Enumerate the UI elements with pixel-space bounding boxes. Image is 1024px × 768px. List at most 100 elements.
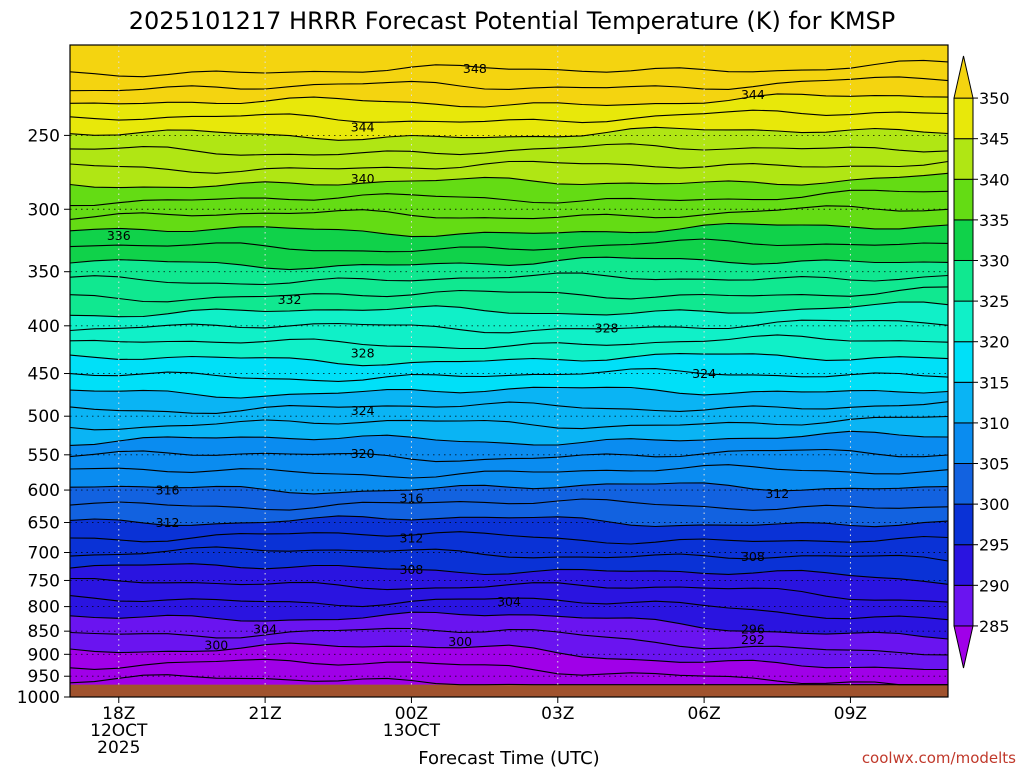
theta-contour xyxy=(69,205,949,220)
plot-frame xyxy=(69,44,949,698)
colorbar-segment xyxy=(953,463,974,505)
contour-label-text: 348 xyxy=(463,61,487,76)
colorbar-tick-label: 300 xyxy=(979,495,1010,514)
contour-label: 308 xyxy=(741,549,765,564)
colorbar-max-arrow xyxy=(953,55,974,99)
theta-contour xyxy=(69,498,949,511)
y-tick-label: 550 xyxy=(28,446,60,466)
contour-label-text: 324 xyxy=(692,366,716,381)
contour-label-text: 300 xyxy=(448,634,472,649)
colorbar-tick-label: 305 xyxy=(979,455,1010,474)
theta-contour xyxy=(69,286,949,303)
ground-fill xyxy=(70,684,948,697)
contour-label-text: 328 xyxy=(351,346,375,361)
contour-label: 324 xyxy=(692,366,716,381)
y-tick-label: 800 xyxy=(28,598,60,618)
x-tick-label: 03Z xyxy=(541,704,574,724)
contour-label-text: 320 xyxy=(351,446,375,461)
contour-label-text: 312 xyxy=(156,515,180,530)
y-tick-label: 500 xyxy=(28,407,60,427)
theta-contours xyxy=(69,59,949,686)
colorbar-tick-label: 325 xyxy=(979,292,1010,311)
theta-contour xyxy=(69,109,949,124)
contour-label-text: 324 xyxy=(351,403,375,418)
contour-label: 304 xyxy=(253,621,277,636)
colorbar-tick-label: 345 xyxy=(979,130,1010,149)
y-axis: 250 300 350 400 450 500 550 600 650 700 750 800 850 9… xyxy=(17,126,70,708)
contour-label: 300 xyxy=(448,634,472,649)
colorbar-segment xyxy=(953,138,974,180)
x-tick-label: 21Z xyxy=(248,704,281,724)
contour-label-text: 300 xyxy=(204,638,228,653)
colorbar-segment xyxy=(953,97,974,140)
theta-contour xyxy=(69,143,949,156)
contour-labels: 348 344 344 340 336 332 328 328 324 324 320 316 316 3… xyxy=(107,61,789,653)
x-tick-label: 00Z xyxy=(395,704,428,724)
grid-lines xyxy=(70,45,948,685)
colorbar-tick-label: 330 xyxy=(979,251,1010,270)
colorbar-tick-label: 320 xyxy=(979,333,1010,352)
theta-contour xyxy=(69,611,949,640)
theta-contour xyxy=(69,172,949,189)
contour-label: 340 xyxy=(351,171,375,186)
colorbar-tick-label: 335 xyxy=(979,211,1010,230)
theta-contour xyxy=(69,76,949,92)
colorbar-tick-label: 315 xyxy=(979,373,1010,392)
y-tick-label: 950 xyxy=(28,667,60,687)
contour-label: 324 xyxy=(351,403,375,418)
contour-label: 312 xyxy=(765,486,789,501)
theta-contour xyxy=(69,272,949,286)
x-tick-date: 13OCT xyxy=(383,721,441,741)
contour-label-text: 332 xyxy=(278,292,302,307)
contour-label: 344 xyxy=(351,120,375,135)
contour-label: 348 xyxy=(463,61,487,76)
contour-label-text: 304 xyxy=(253,621,277,636)
theta-contour xyxy=(69,563,949,585)
contour-label-text: 312 xyxy=(765,486,789,501)
colorbar-segment xyxy=(953,381,974,424)
colorbar-segment xyxy=(953,544,974,586)
contour-label: 336 xyxy=(107,228,131,243)
colorbar: 285 290 295 300 305 310 315 320 325 330 335 340 345 3… xyxy=(953,55,1010,669)
contour-label-text: 308 xyxy=(400,562,424,577)
colorbar-segment xyxy=(953,178,974,221)
contour-label-text: 312 xyxy=(400,530,424,545)
contour-label-text: 304 xyxy=(497,594,521,609)
y-tick-label: 650 xyxy=(28,513,60,533)
contour-label: 332 xyxy=(278,292,302,307)
y-tick-label: 1000 xyxy=(17,688,60,708)
y-tick-label: 850 xyxy=(28,622,60,642)
theta-contour xyxy=(69,448,949,463)
theta-contour xyxy=(69,301,949,318)
y-tick-label: 400 xyxy=(28,317,60,337)
theta-contour xyxy=(69,658,948,686)
theta-contour xyxy=(69,401,949,414)
contour-label-text: 328 xyxy=(595,320,619,335)
x-tick-label: 06Z xyxy=(687,704,720,724)
contour-label: 312 xyxy=(400,530,424,545)
theta-contour xyxy=(69,531,949,545)
colorbar-segment xyxy=(953,503,974,546)
y-tick-label: 600 xyxy=(28,481,60,501)
theta-contour xyxy=(69,256,949,271)
contour-label-text: 344 xyxy=(741,87,765,102)
contour-label: 304 xyxy=(497,594,521,609)
colorbar-min-arrow xyxy=(953,625,974,669)
colorbar-segment xyxy=(953,584,974,627)
contour-label-text: 344 xyxy=(351,120,375,135)
contour-label-text: 316 xyxy=(156,483,180,498)
x-tick-date: 12OCT xyxy=(90,721,148,741)
y-tick-label: 250 xyxy=(28,126,60,146)
theta-contour xyxy=(69,595,949,621)
contour-label: 344 xyxy=(741,87,765,102)
colorbar-segment xyxy=(953,259,974,302)
x-tick-label: 18Z xyxy=(102,704,135,724)
theta-contour xyxy=(69,642,949,671)
y-tick-label: 350 xyxy=(28,263,60,283)
theta-contour xyxy=(69,415,949,431)
contour-label-text: 296 xyxy=(741,621,765,636)
theta-band xyxy=(69,256,949,317)
theta-contour xyxy=(69,59,949,78)
contour-label-text: 340 xyxy=(351,171,375,186)
